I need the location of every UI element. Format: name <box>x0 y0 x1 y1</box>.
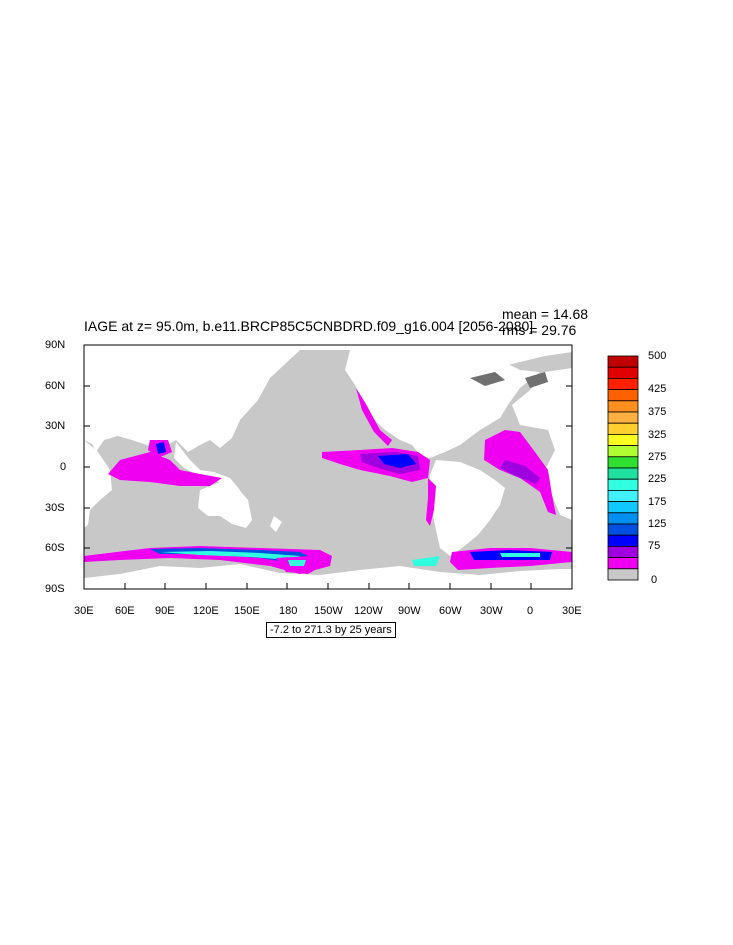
plume-atlantic-purple <box>500 460 540 484</box>
cbar-label-500: 500 <box>648 350 667 362</box>
colorbar-box <box>607 489 639 502</box>
colorbar-box <box>607 546 639 559</box>
x-label-90w: 90W <box>398 605 421 617</box>
x-label-120e: 120E <box>193 605 219 617</box>
band-weddell-cyan <box>500 553 540 557</box>
colorbar-box <box>607 355 639 368</box>
cbar-label-0: 0 <box>651 574 658 586</box>
colorbar-box <box>607 557 639 570</box>
colorbar-box <box>607 456 639 469</box>
x-ticks <box>83 583 573 589</box>
x-label-90e: 90E <box>155 605 175 617</box>
colorbar-box <box>607 377 639 390</box>
colorbar-box <box>607 467 639 480</box>
colorbar-box <box>607 512 639 525</box>
colorbar-box <box>607 400 639 413</box>
x-label-180: 180 <box>279 605 298 617</box>
band-ross-cyan <box>288 560 306 566</box>
y-label-60n: 60N <box>45 380 66 392</box>
land-eurasia <box>84 345 572 458</box>
cbar-label-225: 225 <box>648 473 667 485</box>
x-label-60w: 60W <box>439 605 462 617</box>
plume-indian <box>108 452 222 486</box>
x-label-120w: 120W <box>354 605 383 617</box>
x-label-60e: 60E <box>115 605 135 617</box>
colorbar-box <box>607 422 639 435</box>
cbar-label-325: 325 <box>648 429 667 441</box>
colorbar-box <box>607 523 639 536</box>
plume-bay-bengal-core <box>156 442 166 454</box>
y-label-30n: 30N <box>45 420 66 432</box>
plot-title: IAGE at z= 95.0m, b.e11.BRCP85C5CNBDRD.f… <box>84 318 534 334</box>
land-japan <box>236 398 248 414</box>
colorbar-box <box>607 433 639 446</box>
land-new-zealand <box>270 516 282 532</box>
x-label-30w: 30W <box>480 605 503 617</box>
x-label-30e-right: 30E <box>562 605 582 617</box>
contour-range-box: -7.2 to 271.3 by 25 years <box>266 622 396 638</box>
cbar-label-75: 75 <box>648 540 661 552</box>
colorbar-box <box>607 478 639 491</box>
colorbar-box <box>607 534 639 547</box>
plume-pacific-core <box>378 454 416 468</box>
land-south-america <box>428 460 505 556</box>
colorbar-box <box>607 411 639 424</box>
land-africa-east <box>512 368 572 520</box>
cbar-label-275: 275 <box>648 451 667 463</box>
x-label-0: 0 <box>527 605 534 617</box>
rms-label: rms = 29.76 <box>502 322 577 338</box>
mean-label: mean = 14.68 <box>502 306 589 322</box>
y-label-60s: 60S <box>45 542 65 554</box>
colorbar-box <box>607 389 639 402</box>
plume-west-coast-na <box>356 388 392 446</box>
x-label-30e: 30E <box>74 605 94 617</box>
cbar-label-375: 375 <box>648 406 667 418</box>
colorbar-box <box>607 366 639 379</box>
y-label-0: 0 <box>60 461 67 473</box>
colorbar <box>607 355 639 581</box>
land-australia <box>198 482 252 528</box>
y-ticks <box>84 344 572 590</box>
colorbar-box <box>607 568 639 581</box>
land-antarctica <box>84 564 572 589</box>
cbar-label-125: 125 <box>648 518 667 530</box>
y-label-90n: 90N <box>45 339 66 351</box>
band-bellingshausen <box>412 556 440 566</box>
colorbar-box <box>607 501 639 514</box>
y-label-90s: 90S <box>45 583 65 595</box>
x-label-150e: 150E <box>234 605 260 617</box>
barents-shelf <box>525 372 548 388</box>
land-africa <box>84 440 112 528</box>
band-southern-cyan <box>160 551 300 560</box>
greenland-shelf <box>470 372 505 386</box>
y-label-30s: 30S <box>45 502 65 514</box>
colorbar-box <box>607 445 639 458</box>
land-sea-islands <box>174 442 240 490</box>
plume-west-coast-sa <box>426 478 436 526</box>
cbar-label-425: 425 <box>648 383 667 395</box>
x-label-150w: 150W <box>314 605 343 617</box>
cbar-label-175: 175 <box>648 496 667 508</box>
